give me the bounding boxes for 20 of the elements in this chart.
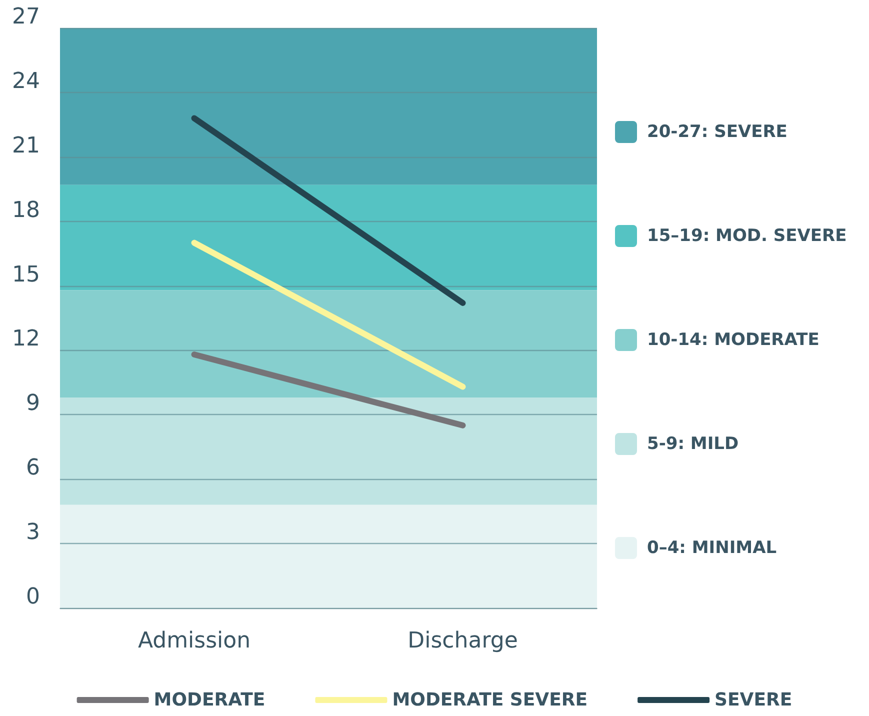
band-label: 10-14: MODERATE	[647, 330, 820, 350]
band-label: 20-27: SEVERE	[647, 122, 788, 142]
y-tick-label: 15	[12, 262, 40, 288]
band-label: 0–4: MINIMAL	[647, 538, 777, 558]
y-tick-label: 18	[12, 198, 40, 223]
y-tick-label: 24	[12, 68, 40, 94]
y-tick-label: 0	[26, 584, 40, 610]
legend-label: SEVERE	[714, 690, 792, 710]
legend-label: MODERATE	[154, 690, 266, 710]
band-label: 15–19: MOD. SEVERE	[647, 226, 847, 246]
legend-label: MODERATE SEVERE	[392, 690, 588, 710]
x-tick-label: Admission	[138, 628, 251, 654]
band-label: 5-9: MILD	[647, 434, 739, 454]
x-tick-label: Discharge	[408, 628, 518, 654]
y-tick-label: 12	[12, 326, 40, 352]
y-tick-label: 3	[26, 520, 40, 546]
y-tick-label: 27	[12, 4, 40, 30]
y-tick-label: 21	[12, 133, 40, 158]
y-tick-label: 9	[26, 391, 40, 416]
y-tick-label: 6	[26, 456, 40, 481]
